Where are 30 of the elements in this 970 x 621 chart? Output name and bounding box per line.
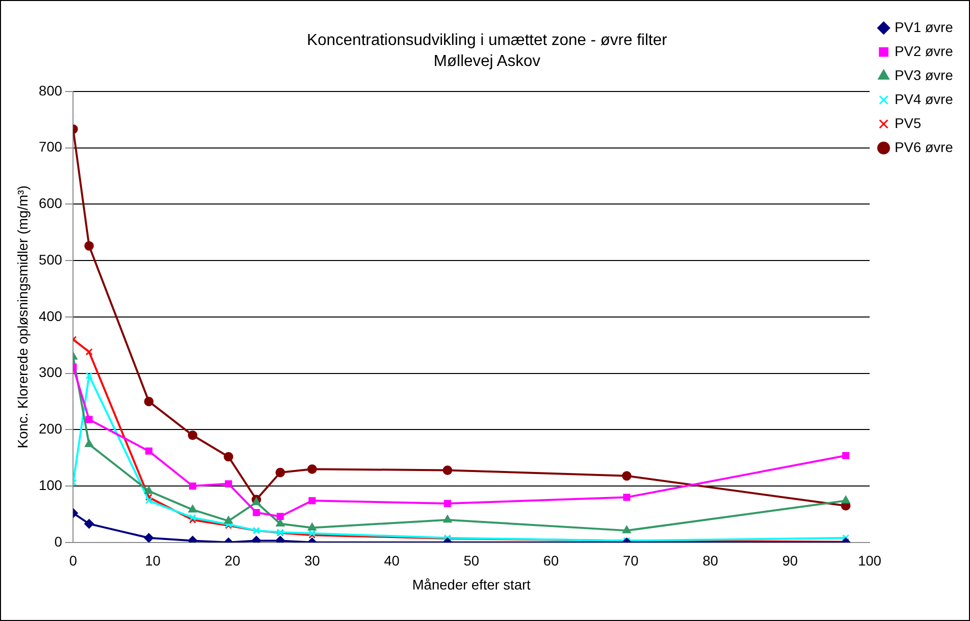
- legend-label: PV2 øvre: [894, 42, 954, 59]
- y-axis-title: Konc. Klorerede opløsningsmidler (mg/m³): [14, 185, 30, 448]
- y-tick-label: 100: [38, 476, 62, 493]
- x-tick-label: 30: [304, 552, 320, 569]
- y-tick-label: 800: [38, 82, 62, 98]
- x-tick-label: 50: [464, 552, 480, 569]
- chart-subtitle: Møllevej Askov: [434, 53, 540, 70]
- y-tick-label: 500: [38, 251, 62, 268]
- x-tick-label: 80: [702, 552, 718, 569]
- x-tick-label: 100: [858, 552, 882, 569]
- legend-label: PV4 øvre: [894, 90, 954, 107]
- x-tick-label: 20: [224, 552, 240, 569]
- legend-label: PV6 øvre: [894, 138, 954, 155]
- x-tick-label: 40: [384, 552, 400, 569]
- y-tick-label: 300: [38, 364, 62, 380]
- legend-label: PV5: [894, 114, 922, 131]
- y-tick-label: 0: [54, 533, 62, 550]
- x-tick-label: 10: [145, 552, 161, 569]
- x-axis-title: Måneder efter start: [412, 576, 531, 592]
- x-tick-label: 70: [622, 552, 639, 569]
- y-tick-label: 700: [38, 138, 62, 155]
- x-tick-label: 0: [69, 552, 78, 569]
- y-tick-label: 200: [38, 420, 62, 437]
- legend-label: PV3 øvre: [894, 66, 954, 83]
- chart-title: Koncentrationsudvikling i umættet zone - øvre filter: [306, 32, 668, 50]
- y-tick-label: 400: [38, 308, 62, 324]
- y-tick-label: 600: [38, 195, 62, 212]
- x-tick-label: 60: [543, 552, 560, 569]
- x-tick-label: 90: [782, 552, 798, 569]
- legend-label: PV1 øvre: [894, 18, 954, 35]
